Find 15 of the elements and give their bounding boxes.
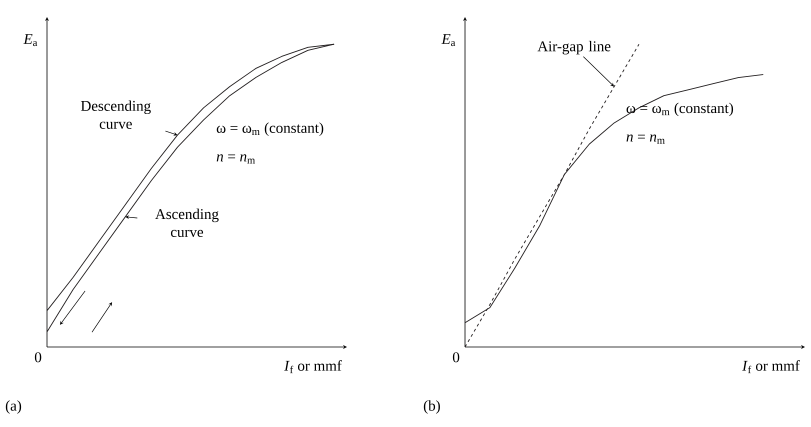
series-label: Air-gap line [537, 40, 610, 54]
text: (b) [424, 400, 440, 414]
y-axis-title: E$_{a}$ [23, 34, 38, 46]
annotation: ω = ω$_{m}$ (constant) [216, 122, 324, 136]
text: 0 [34, 352, 42, 362]
x-axis-title: I$_{f}$ or mmf [284, 360, 342, 374]
x-axis-title: I$_{f}$ or mmf [742, 360, 800, 374]
y-axis-title: E$_{a}$ [441, 34, 456, 46]
text: (a) [6, 400, 22, 414]
annotation: n = n$_{m}$ [626, 134, 665, 144]
legend-label: Ascending curve [155, 208, 219, 238]
series-label: Descending curve [80, 100, 151, 129]
text: 0 [452, 352, 460, 362]
annotation: n = n$_{m}$ [216, 154, 256, 164]
annotation: ω = ω$_{m}$ (constant) [626, 102, 734, 116]
